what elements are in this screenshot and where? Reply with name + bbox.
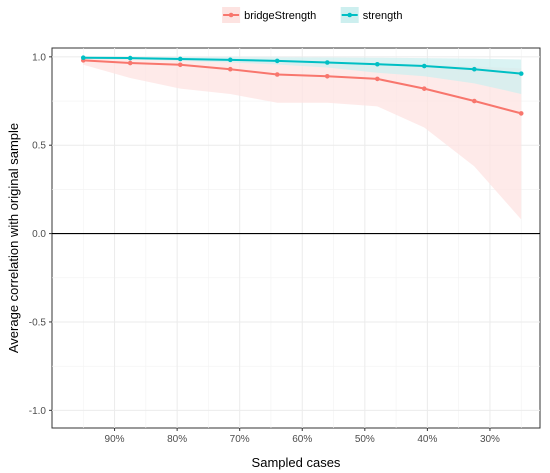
series-lines [83,56,522,115]
grid-minor [52,48,540,428]
series-points [80,55,524,116]
point-strength [127,55,133,61]
legend-label-strength: strength [363,10,403,22]
y-axis-ticks: 1.0 0.5 0.0 -0.5 -1.0 [29,52,52,417]
band-bridgeStrength [83,57,522,220]
point-bridgeStrength [472,98,477,104]
point-strength [274,58,280,64]
line-bridgeStrength [83,59,522,115]
point-bridgeStrength [177,62,183,68]
line-strength [83,56,522,75]
x-tick-label: 40% [417,434,437,445]
point-strength [228,57,233,63]
point-bridgeStrength [274,72,280,77]
legend-label-bridgeStrength: bridgeStrength [244,10,316,22]
legend-point-strength [347,12,353,18]
legend: bridgeStrength strength [222,7,402,23]
y-tick-label: -1.0 [29,406,47,417]
point-strength [324,60,330,65]
point-strength [518,71,524,76]
point-strength [177,56,183,62]
point-strength [375,61,380,67]
x-tick-label: 50% [355,434,375,445]
point-bridgeStrength [324,73,330,79]
point-bridgeStrength [375,76,380,82]
x-tick-label: 70% [230,434,250,445]
x-tick-label: 80% [167,434,187,445]
point-bridgeStrength [127,60,133,66]
x-tick-label: 30% [480,434,500,445]
point-bridgeStrength [421,86,427,91]
y-tick-label: -0.5 [29,317,47,328]
point-bridgeStrength [518,111,524,116]
point-strength [421,63,427,69]
x-axis-title: Sampled cases [252,455,341,470]
x-tick-label: 90% [105,434,125,445]
legend-point-bridgeStrength [228,12,234,18]
y-tick-label: 1.0 [32,52,46,63]
y-tick-label: 0.0 [32,229,46,240]
x-axis-ticks: 90% 80% 70% 60% 50% 40% 30% [105,428,500,445]
y-tick-label: 0.5 [32,141,46,152]
point-strength [80,55,86,61]
x-tick-label: 60% [292,434,312,445]
y-axis-title: Average correlation with original sample [6,123,21,353]
point-bridgeStrength [228,66,233,72]
point-strength [472,66,477,72]
